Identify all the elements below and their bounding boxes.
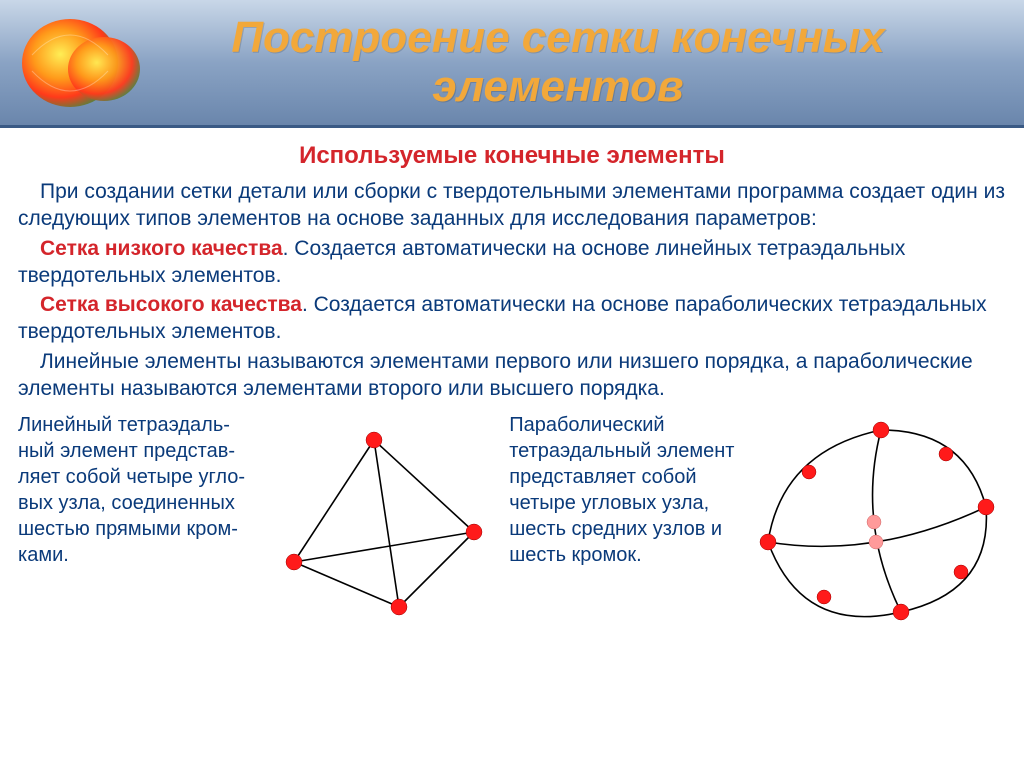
low-quality-label: Сетка низкого качества — [40, 237, 283, 260]
slide-subtitle: Используемые конечные элементы — [0, 142, 1024, 170]
diagrams-row: Линейный тетраэдаль-ный элемент представ… — [0, 404, 1024, 632]
parabolic-caption: Параболический тетраэдальный элемент пре… — [509, 412, 736, 632]
intro-paragraph: При создании сетки детали или сборки с т… — [18, 178, 1006, 233]
slide-title: Построение сетки конечных элементов — [152, 14, 1024, 111]
high-quality-paragraph: Сетка высокого качества. Создается автом… — [18, 291, 1006, 346]
linear-diagram — [269, 412, 499, 632]
high-quality-label: Сетка высокого качества — [40, 293, 302, 316]
order-paragraph: Линейные элементы называются элементами … — [18, 348, 1006, 403]
parabolic-diagram — [746, 412, 1006, 632]
body-text: При создании сетки детали или сборки с т… — [0, 178, 1024, 402]
low-quality-paragraph: Сетка низкого качества. Создается автома… — [18, 235, 1006, 290]
header-fem-icon — [12, 5, 152, 120]
slide-header: Построение сетки конечных элементов — [0, 0, 1024, 128]
linear-caption: Линейный тетраэдаль-ный элемент представ… — [18, 412, 259, 632]
